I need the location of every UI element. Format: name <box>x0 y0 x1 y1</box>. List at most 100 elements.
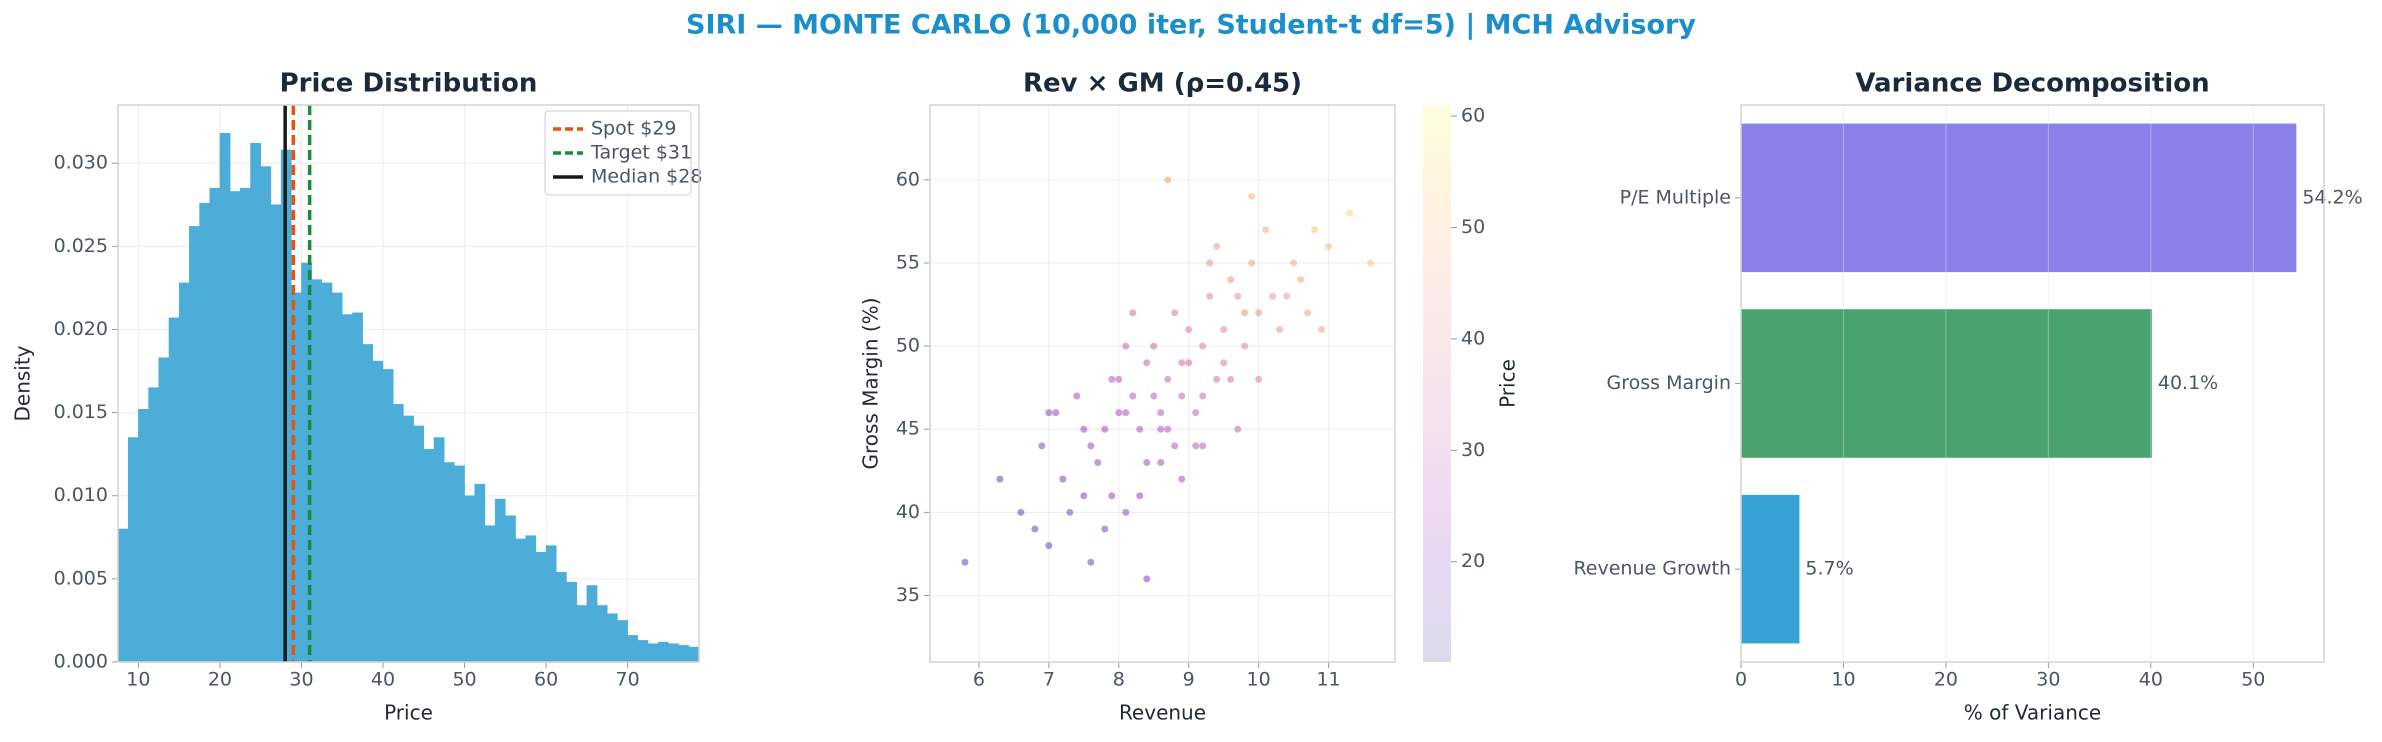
y-tick-label: 0.020 <box>54 318 108 340</box>
scatter-point <box>1206 292 1214 300</box>
scatter-point <box>1199 342 1207 350</box>
histogram-bar <box>586 585 598 663</box>
value-label: 5.7% <box>1805 558 1853 580</box>
scatter-point <box>1185 325 1193 333</box>
scatter-point <box>1171 442 1179 450</box>
x-tick-label: 20 <box>208 669 232 691</box>
scatter-point <box>1234 292 1242 300</box>
scatter-point <box>1164 176 1172 184</box>
histogram-bar <box>352 312 363 663</box>
histogram-bar <box>372 360 384 663</box>
x-tick-label: 50 <box>452 669 476 691</box>
histogram-bar <box>576 605 588 663</box>
colorbar-tick-label: 40 <box>1461 327 1485 349</box>
histogram-bar <box>117 528 129 663</box>
scatter-point <box>1234 425 1242 433</box>
histogram-bar <box>138 409 149 663</box>
value-label: 54.2% <box>2302 186 2362 208</box>
histogram-bar <box>678 645 690 663</box>
scatter-point <box>961 558 969 566</box>
chart-title: Price Distribution <box>280 69 538 99</box>
y-tick-label: 50 <box>896 335 920 357</box>
histogram-bar <box>617 620 628 663</box>
x-tick-label: 9 <box>1183 669 1195 691</box>
scatter-point <box>1255 375 1263 383</box>
scatter-point <box>1227 276 1235 284</box>
scatter-point <box>1122 409 1130 417</box>
scatter-point <box>1164 425 1172 433</box>
x-tick-label: 30 <box>2036 669 2060 691</box>
y-tick-label: 0.005 <box>54 567 108 589</box>
histogram-bar <box>647 643 659 663</box>
scatter-point <box>1248 259 1256 267</box>
scatter-point <box>1213 242 1221 250</box>
scatter-point <box>1213 375 1221 383</box>
histogram-bar <box>607 613 618 663</box>
histogram-bar <box>454 465 465 663</box>
scatter-point <box>1108 492 1116 500</box>
scatter-point <box>1192 409 1200 417</box>
scatter-point <box>1080 425 1088 433</box>
y-tick-label: 55 <box>896 251 920 273</box>
x-tick-label: 70 <box>616 669 640 691</box>
y-tick-label: 45 <box>896 418 920 440</box>
y-tick-label: 35 <box>896 584 920 606</box>
scatter-point <box>1318 325 1326 333</box>
legend-box <box>544 110 692 196</box>
scatter-point <box>1206 259 1214 267</box>
histogram-bar <box>270 204 282 663</box>
scatter-point <box>1017 508 1025 516</box>
scatter-point <box>1101 525 1109 533</box>
x-tick-label: 8 <box>1113 669 1125 691</box>
scatter-point <box>1052 409 1060 417</box>
axes-frame <box>929 104 1396 663</box>
scatter-point <box>1150 342 1158 350</box>
scatter-point <box>1192 442 1200 450</box>
scatter-point <box>1136 492 1144 500</box>
scatter-point <box>1108 375 1116 383</box>
histogram-bar <box>423 448 435 663</box>
legend-label: Median $28 <box>591 166 702 188</box>
histogram-bar <box>556 571 567 663</box>
x-axis-label: Revenue <box>1119 701 1206 725</box>
scatter-point <box>1129 392 1137 400</box>
y-tick-label: Revenue Growth <box>1573 558 1731 580</box>
scatter-point <box>1178 359 1186 367</box>
scatter-point <box>1178 392 1186 400</box>
scatter-point <box>1185 359 1193 367</box>
histogram-bar <box>413 425 425 663</box>
scatter-point <box>1171 309 1179 317</box>
colorbar-tick-label: 30 <box>1461 439 1485 461</box>
y-tick-label: 0.015 <box>54 401 108 423</box>
scatter-point <box>1220 325 1228 333</box>
histogram-bar <box>494 498 506 663</box>
colorbar-tick-label: 50 <box>1461 216 1485 238</box>
colorbar-label: Price <box>1496 359 1520 408</box>
x-tick-label: 20 <box>1934 669 1958 691</box>
histogram-bar <box>637 640 649 663</box>
scatter-point <box>1248 192 1256 200</box>
legend-label: Target $31 <box>590 142 692 164</box>
histogram-bar <box>229 191 241 663</box>
histogram-bar <box>668 643 679 663</box>
scatter-point <box>1290 259 1298 267</box>
histogram-bar <box>505 515 516 663</box>
x-tick-label: 40 <box>371 669 395 691</box>
scatter-point <box>1255 309 1263 317</box>
scatter-point <box>1087 442 1095 450</box>
scatter-point <box>1122 342 1130 350</box>
scatter-point <box>1304 309 1312 317</box>
scatter-point <box>1220 359 1228 367</box>
y-tick-label: 60 <box>896 168 920 190</box>
histogram-bar <box>311 279 323 663</box>
scatter-point <box>1311 226 1319 234</box>
scatter-point <box>1157 458 1165 466</box>
scatter-point <box>1143 359 1151 367</box>
colorbar-tick-label: 60 <box>1461 105 1485 127</box>
axes-frame <box>117 104 700 663</box>
scatter-point <box>1297 276 1305 284</box>
scatter-point <box>1045 409 1053 417</box>
scatter-point <box>1087 558 1095 566</box>
x-tick-label: 7 <box>1043 669 1055 691</box>
